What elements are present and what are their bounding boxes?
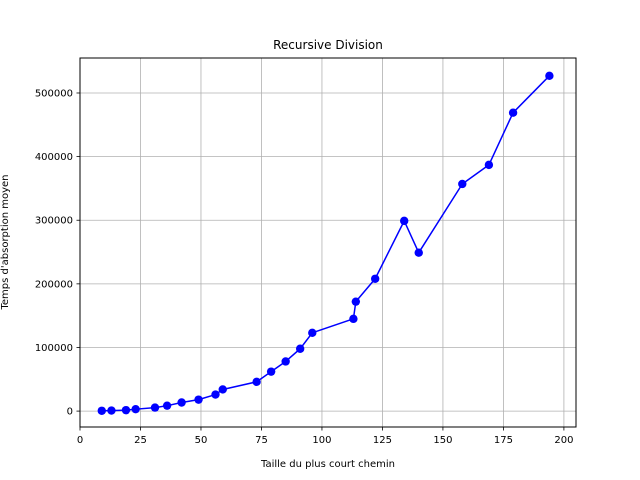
y-tick-label: 500000 xyxy=(35,88,73,99)
data-point xyxy=(150,403,160,412)
data-point xyxy=(414,248,423,257)
data-point xyxy=(194,395,203,404)
data-point xyxy=(400,216,409,226)
data-point xyxy=(458,179,467,189)
plot-area-frame xyxy=(79,57,577,428)
x-tick-label: 50 xyxy=(195,435,208,446)
data-series xyxy=(97,71,554,415)
data-point xyxy=(218,385,227,394)
data-point xyxy=(131,404,140,414)
data-point xyxy=(121,405,131,415)
x-tick-label: 150 xyxy=(433,435,452,446)
data-point xyxy=(281,357,290,366)
data-point xyxy=(508,108,518,117)
y-tick-label: 100000 xyxy=(35,343,73,354)
data-point xyxy=(295,344,305,353)
y-axis-label: Temps d'absorption moyen xyxy=(0,175,11,311)
x-tick-label: 0 xyxy=(77,435,83,446)
x-tick-label: 175 xyxy=(494,435,513,446)
x-axis-label: Taille du plus court chemin xyxy=(260,459,395,470)
data-point xyxy=(370,274,380,283)
y-tick-label: 400000 xyxy=(35,152,73,163)
data-point xyxy=(545,71,554,81)
data-point xyxy=(349,314,358,324)
data-point xyxy=(211,390,220,399)
y-tick-label: 200000 xyxy=(35,279,73,290)
x-tick-label: 200 xyxy=(554,435,573,446)
y-tick-label: 0 xyxy=(67,407,73,418)
data-point xyxy=(107,406,116,415)
x-tick-label: 125 xyxy=(373,435,392,446)
x-tick-label: 100 xyxy=(312,435,331,446)
data-point xyxy=(162,401,172,410)
data-point xyxy=(308,328,317,338)
data-point xyxy=(266,367,276,376)
x-axis-ticks: 0 25 50 75 100 125 150 175 200 xyxy=(77,427,573,446)
y-axis-ticks: 0 100000 200000 300000 400000 500000 xyxy=(35,88,80,418)
x-tick-label: 25 xyxy=(134,435,147,446)
x-tick-label: 75 xyxy=(255,435,268,446)
data-point xyxy=(351,297,361,306)
y-tick-label: 300000 xyxy=(35,216,73,227)
data-point xyxy=(484,160,494,170)
data-point xyxy=(177,398,186,407)
chart-title: Recursive Division xyxy=(273,38,383,52)
data-point xyxy=(252,377,261,387)
data-point xyxy=(97,406,106,415)
